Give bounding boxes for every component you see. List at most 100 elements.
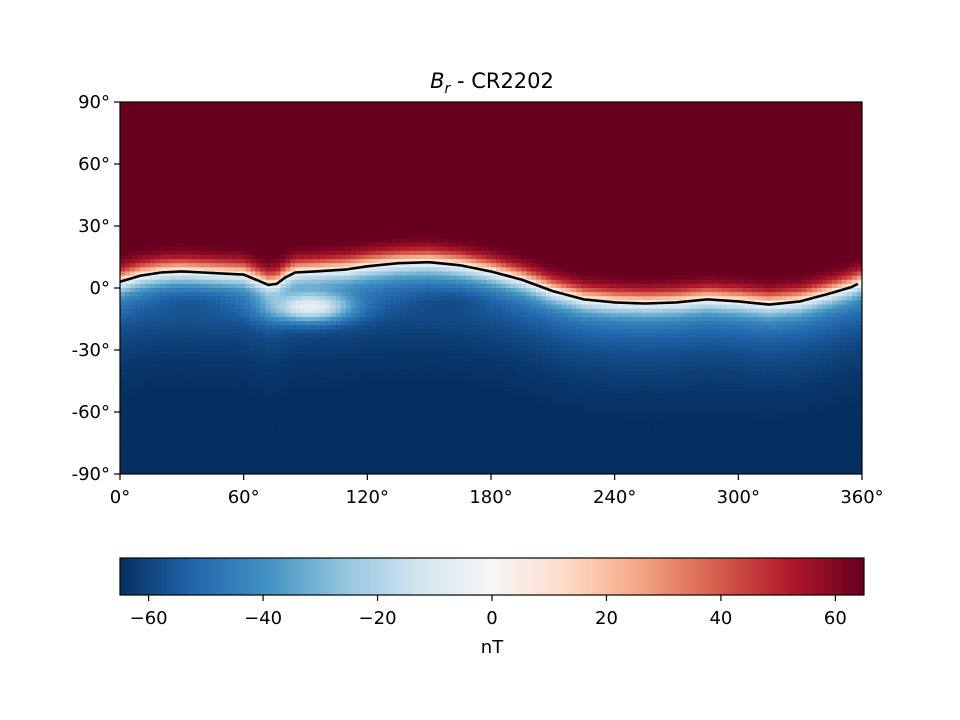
heatmap-cell	[395, 197, 402, 202]
heatmap-cell	[300, 197, 307, 202]
heatmap-cell	[751, 184, 758, 190]
heatmap-cell	[260, 205, 266, 211]
heatmap-cell	[656, 184, 663, 190]
heatmap-cell	[586, 143, 592, 149]
heatmap-cell	[305, 230, 312, 235]
heatmap-cell	[280, 209, 287, 215]
heatmap-cell	[846, 164, 853, 169]
heatmap-cell	[455, 213, 462, 219]
heatmap-cell	[806, 213, 813, 219]
heatmap-cell	[556, 155, 562, 161]
heatmap-cell	[526, 143, 532, 149]
heatmap-cell	[155, 106, 161, 111]
heatmap-cell	[210, 221, 216, 227]
heatmap-cell	[716, 155, 723, 161]
heatmap-cell	[160, 147, 166, 153]
heatmap-cell	[536, 126, 542, 132]
heatmap-cell	[621, 130, 627, 136]
heatmap-cell	[310, 126, 317, 132]
heatmap-cell	[841, 122, 848, 128]
heatmap-cell	[731, 139, 738, 144]
heatmap-cell	[300, 201, 307, 206]
heatmap-cell	[676, 159, 683, 165]
heatmap-row	[120, 201, 862, 206]
heatmap-cell	[821, 151, 828, 157]
heatmap-cell	[761, 155, 768, 161]
heatmap-cell	[561, 102, 567, 107]
heatmap-cell	[511, 151, 517, 157]
heatmap-cell	[746, 130, 753, 136]
heatmap-cell	[175, 126, 181, 132]
heatmap-cell	[350, 126, 357, 132]
heatmap-cell	[806, 122, 813, 128]
heatmap-cell	[771, 168, 778, 173]
heatmap-cell	[736, 184, 743, 190]
heatmap-cell	[130, 172, 136, 177]
heatmap-cell	[475, 135, 482, 140]
heatmap-cell	[546, 172, 552, 177]
heatmap-cell	[190, 217, 196, 223]
heatmap-cell	[180, 139, 186, 144]
heatmap-cell	[205, 135, 211, 140]
heatmap-cell	[831, 155, 838, 161]
heatmap-cell	[571, 135, 577, 140]
heatmap-cell	[586, 147, 592, 153]
heatmap-cell	[581, 221, 587, 227]
heatmap-cell	[716, 201, 723, 206]
heatmap-cell	[470, 197, 477, 202]
heatmap-cell	[501, 102, 507, 107]
heatmap-cell	[806, 159, 813, 165]
heatmap-cell	[140, 221, 146, 227]
heatmap-cell	[440, 221, 447, 227]
heatmap-cell	[701, 192, 708, 198]
heatmap-cell	[210, 213, 216, 219]
heatmap-cell	[280, 122, 287, 128]
heatmap-cell	[340, 180, 347, 186]
heatmap-cell	[516, 139, 522, 144]
heatmap-cell	[566, 226, 572, 231]
heatmap-cell	[821, 221, 828, 227]
heatmap-cell	[581, 114, 587, 120]
heatmap-cell	[200, 126, 206, 132]
heatmap-cell	[220, 192, 226, 198]
heatmap-cell	[831, 110, 838, 115]
heatmap-cell	[355, 230, 362, 235]
heatmap-cell	[821, 205, 828, 211]
heatmap-cell	[751, 205, 758, 211]
heatmap-cell	[611, 213, 617, 219]
heatmap-row	[120, 102, 862, 107]
heatmap-cell	[811, 209, 818, 215]
heatmap-cell	[676, 192, 683, 198]
heatmap-cell	[250, 143, 256, 149]
heatmap-cell	[375, 172, 382, 177]
heatmap-cell	[365, 126, 372, 132]
heatmap-cell	[285, 114, 292, 120]
heatmap-cell	[526, 213, 532, 219]
heatmap-cell	[125, 176, 131, 182]
heatmap-cell	[290, 213, 297, 219]
heatmap-cell	[435, 106, 442, 111]
heatmap-cell	[355, 139, 362, 144]
heatmap-cell	[631, 234, 637, 239]
heatmap-cell	[330, 110, 337, 115]
heatmap-cell	[460, 238, 467, 244]
heatmap-cell	[200, 197, 206, 202]
heatmap-cell	[450, 184, 457, 190]
heatmap-cell	[831, 159, 838, 165]
heatmap-cell	[395, 205, 402, 211]
heatmap-cell	[380, 226, 387, 231]
heatmap-cell	[395, 176, 402, 182]
heatmap-cell	[310, 201, 317, 206]
heatmap-cell	[581, 197, 587, 202]
heatmap-cell	[465, 126, 472, 132]
heatmap-cell	[445, 155, 452, 161]
heatmap-cell	[150, 118, 156, 124]
heatmap-cell	[576, 143, 582, 149]
heatmap-cell	[190, 176, 196, 182]
heatmap-cell	[415, 221, 422, 227]
heatmap-cell	[501, 155, 507, 161]
heatmap-cell	[671, 172, 678, 177]
heatmap-cell	[796, 155, 803, 161]
heatmap-cell	[135, 135, 141, 140]
heatmap-cell	[511, 122, 517, 128]
